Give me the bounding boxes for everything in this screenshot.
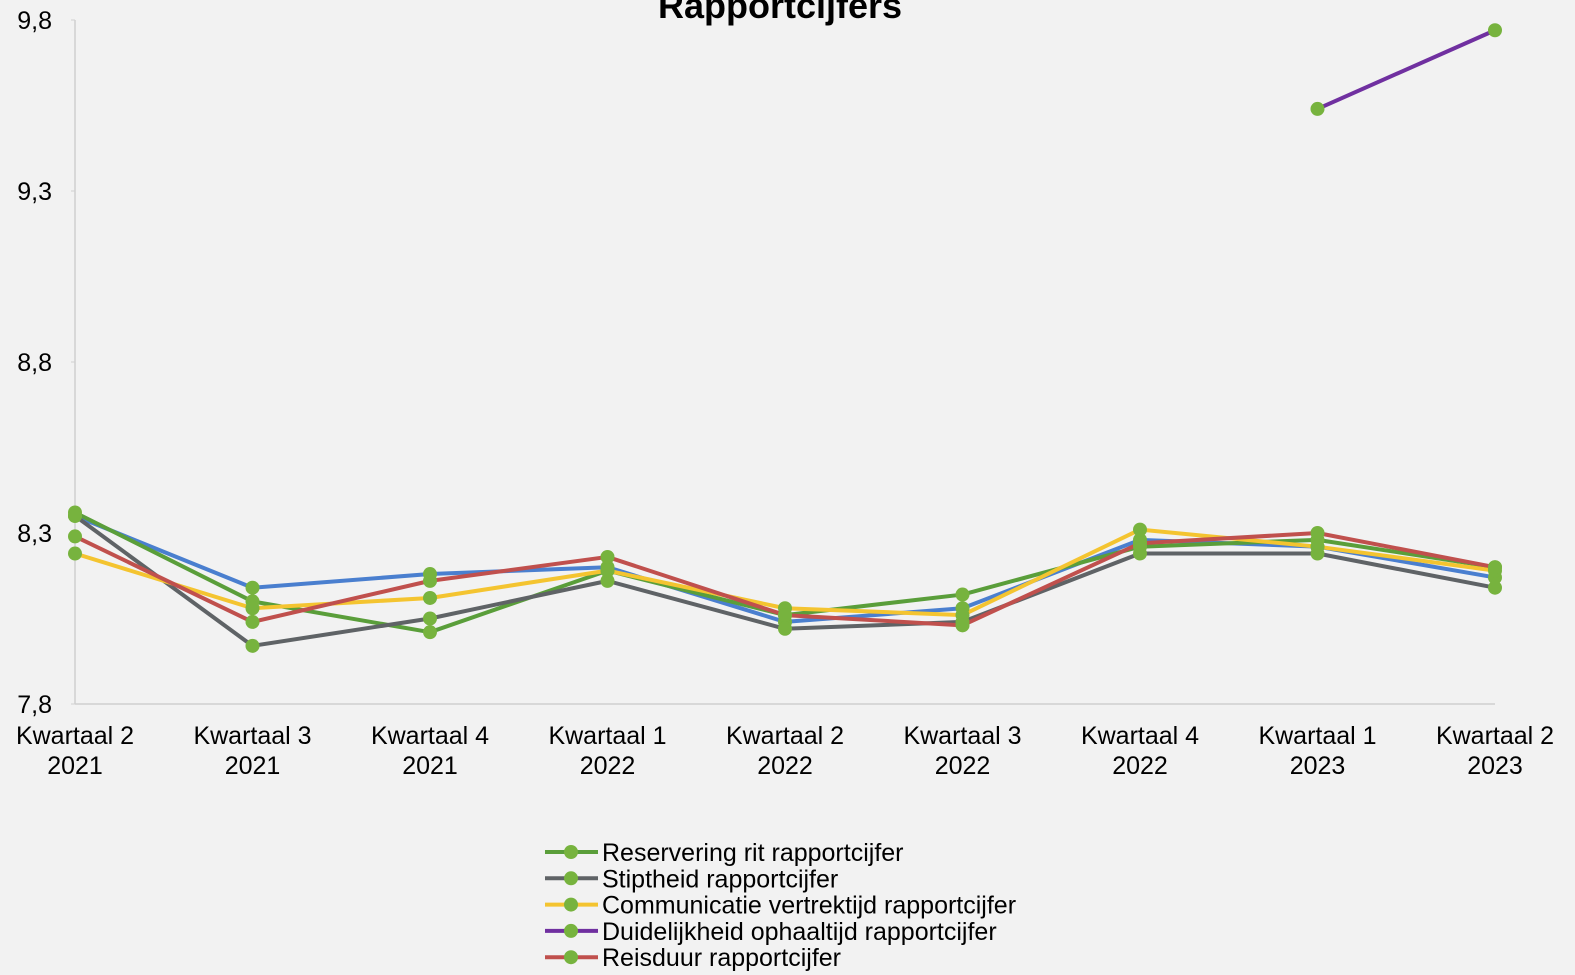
y-tick-label: 8,8 [17, 349, 52, 377]
legend-marker [564, 845, 578, 859]
marker [1133, 536, 1147, 551]
marker [1488, 560, 1502, 575]
x-tick-line: Kwartaal 4 [371, 722, 489, 750]
x-tick-label: Kwartaal 2 2023 [1436, 722, 1554, 780]
legend-label: Reservering rit rapportcijfer [602, 839, 904, 867]
x-tick-line: Kwartaal 2 [726, 722, 844, 750]
marker [68, 508, 82, 523]
x-tick-line: 2022 [1112, 752, 1168, 780]
marker [245, 601, 260, 616]
marker [245, 638, 260, 653]
marker [600, 563, 615, 578]
marker [423, 573, 437, 588]
x-tick-line: Kwartaal 2 [16, 722, 134, 750]
marker [955, 618, 970, 633]
x-tick-label: Kwartaal 1 2023 [1258, 722, 1376, 780]
y-tick-label: 7,8 [17, 691, 52, 719]
x-tick-line: Kwartaal 3 [193, 722, 311, 750]
series-line [1316, 28, 1496, 111]
x-tick-line: Kwartaal 1 [548, 722, 666, 750]
legend-label: Stiptheid rapportcijfer [602, 865, 838, 893]
x-tick-line: Kwartaal 1 [1258, 722, 1376, 750]
x-tick-label: Kwartaal 3 2022 [903, 722, 1021, 780]
legend-label: Reisduur rapportcijfer [602, 944, 841, 972]
marker [245, 614, 260, 629]
x-tick-label: Kwartaal 2 2022 [726, 722, 844, 780]
x-tick-line: 2023 [1290, 752, 1346, 780]
x-tick-line: 2022 [935, 752, 991, 780]
legend-marker [564, 950, 578, 965]
marker [1133, 546, 1147, 561]
marker [423, 611, 437, 626]
legend-label: Communicatie vertrektijd rapportcijfer [602, 892, 1016, 920]
marker [955, 608, 970, 623]
x-tick-line: 2021 [47, 752, 103, 780]
chart-title: Rapportcijfers [658, 0, 902, 26]
x-tick-line: 2023 [1467, 752, 1523, 780]
marker [245, 580, 260, 595]
x-tick-line: Kwartaal 4 [1081, 722, 1199, 750]
x-tick-label: Kwartaal 2 2021 [16, 722, 134, 780]
legend-marker [564, 923, 578, 938]
legend-marker [564, 871, 578, 886]
x-tick-line: 2021 [225, 752, 281, 780]
marker [1488, 580, 1502, 595]
x-tick-label: Kwartaal 3 2021 [193, 722, 311, 780]
marker [955, 587, 970, 602]
x-tick-line: 2021 [402, 752, 458, 780]
y-tick-label: 9,3 [17, 178, 52, 206]
marker [1488, 23, 1502, 38]
x-tick-line: 2022 [757, 752, 813, 780]
marker [778, 608, 792, 623]
marker [1310, 526, 1325, 540]
legend-marker [564, 897, 578, 912]
marker [1310, 539, 1325, 554]
marker [1310, 101, 1325, 116]
marker [423, 590, 437, 605]
x-tick-label: Kwartaal 4 2021 [371, 722, 489, 780]
x-tick-label: Kwartaal 4 2022 [1081, 722, 1199, 780]
y-tick-label: 9,8 [17, 7, 52, 35]
marker [600, 549, 615, 564]
x-tick-line: Kwartaal 2 [1436, 722, 1554, 750]
marker [600, 573, 615, 588]
marker [778, 621, 792, 636]
marker [1133, 522, 1147, 537]
y-tick-label: 8,3 [17, 520, 52, 548]
marker [68, 546, 82, 561]
marker [423, 625, 437, 640]
x-tick-line: 2022 [580, 752, 636, 780]
x-tick-line: Kwartaal 3 [903, 722, 1021, 750]
marker [68, 529, 82, 544]
x-tick-label: Kwartaal 1 2022 [548, 722, 666, 780]
legend-label: Duidelijkheid ophaaltijd rapportcijfer [602, 918, 997, 946]
